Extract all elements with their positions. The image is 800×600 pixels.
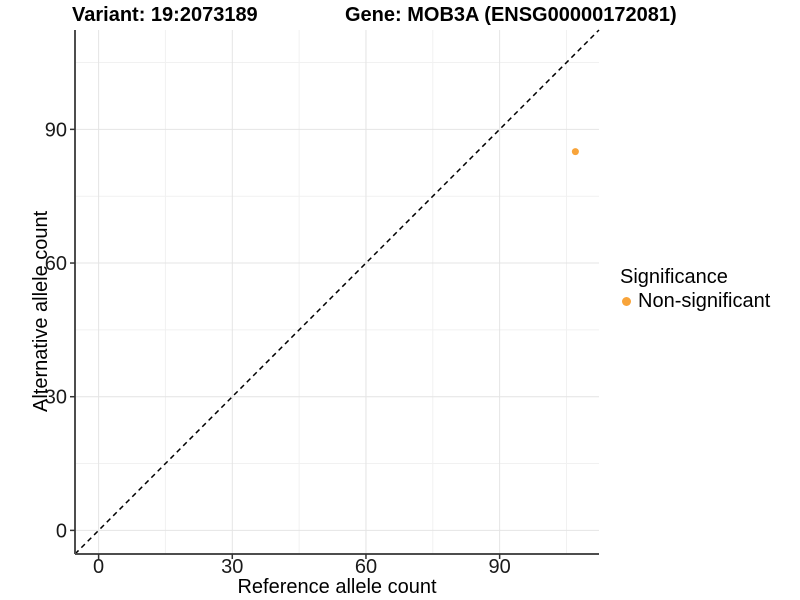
x-tick-label: 90 — [489, 556, 511, 578]
y-tick-label: 30 — [45, 387, 67, 409]
plot-title-variant: Variant: 19:2073189 — [72, 4, 258, 26]
identity-line — [74, 29, 600, 555]
x-tick-label: 30 — [221, 556, 243, 578]
data-point — [571, 148, 579, 156]
y-tick-label: 90 — [45, 119, 67, 141]
legend-item-non-significant: Non-significant — [616, 290, 770, 313]
y-axis-label: Alternative allele count — [30, 210, 52, 412]
legend-item-label: Non-significant — [638, 290, 771, 312]
y-tick-label: 0 — [56, 520, 67, 542]
legend-point-icon — [622, 297, 631, 306]
plot-title-gene: Gene: MOB3A (ENSG00000172081) — [345, 4, 677, 26]
y-tick-label: 60 — [45, 253, 67, 275]
x-tick-label: 0 — [93, 556, 104, 578]
legend-title: Significance — [620, 266, 728, 288]
legend: Significance Non-significant — [616, 266, 770, 313]
x-axis-label: Reference allele count — [237, 576, 437, 598]
x-tick-label: 60 — [355, 556, 377, 578]
